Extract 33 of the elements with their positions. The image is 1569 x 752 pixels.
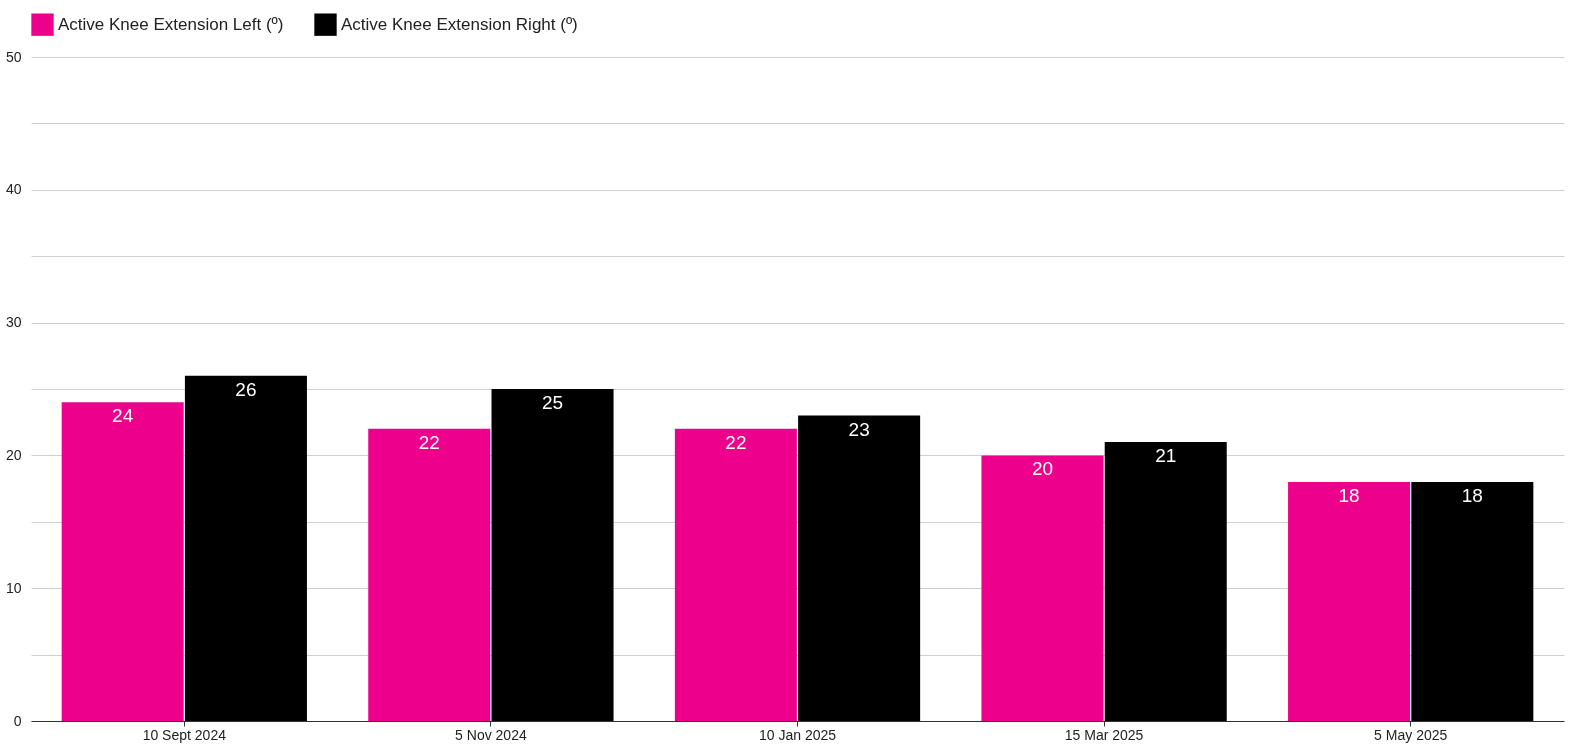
bar (491, 389, 614, 721)
bar (798, 415, 921, 721)
data-label: 21 (1155, 445, 1177, 467)
y-tick-label: 10 (5, 579, 22, 596)
bar (1411, 481, 1534, 721)
data-label: 24 (112, 405, 134, 427)
data-label: 26 (235, 378, 257, 400)
bar (1288, 481, 1411, 721)
bar (61, 402, 184, 721)
bar (981, 455, 1104, 721)
x-tick-label: 5 May 2025 (1374, 726, 1448, 743)
data-label: 20 (1031, 458, 1054, 480)
bar (368, 428, 491, 721)
y-tick-label: 20 (5, 446, 22, 463)
x-tick-label: 10 Sept 2024 (142, 726, 227, 743)
x-tick-label: 5 Nov 2024 (455, 726, 527, 743)
legend-label: Active Knee Extension Left (º) (58, 14, 284, 34)
y-tick-label: 0 (13, 712, 22, 729)
bar (184, 375, 307, 721)
x-tick-label: 10 Jan 2025 (758, 726, 837, 743)
y-tick-label: 50 (5, 48, 22, 65)
bar (674, 428, 797, 721)
y-tick-label: 40 (5, 181, 22, 198)
bar (1104, 442, 1227, 721)
data-label: 22 (725, 431, 747, 453)
x-tick-label: 15 Mar 2025 (1064, 726, 1144, 743)
data-label: 22 (418, 431, 440, 453)
data-label: 18 (1338, 484, 1360, 506)
data-label: 25 (541, 392, 564, 413)
y-tick-label: 30 (5, 314, 22, 331)
legend-label: Active Knee Extension Right (º) (341, 14, 578, 34)
data-label: 18 (1461, 484, 1483, 506)
data-label: 23 (848, 418, 870, 440)
